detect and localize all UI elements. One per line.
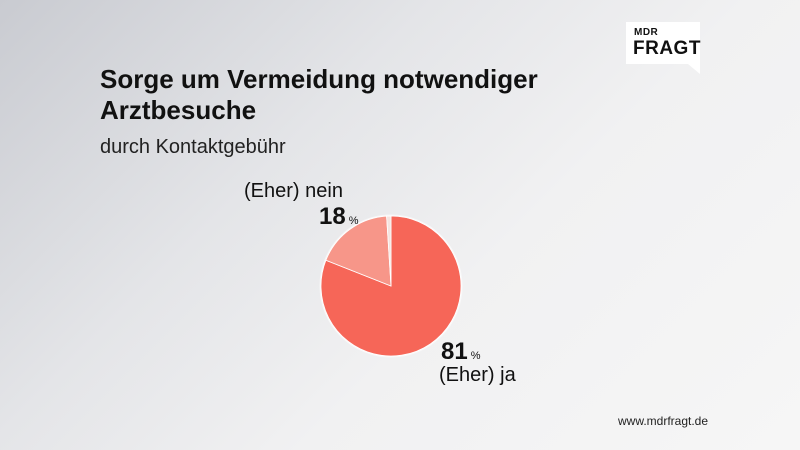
label-ja-text: (Eher) ja [439,364,516,386]
pie-slice-2 [325,215,392,287]
logo-fragt-text: FRAGT [633,38,701,59]
label-nein-name: (Eher) nein [244,180,343,203]
label-ja-unit: % [470,350,481,362]
label-ja-name: (Eher) ja [439,364,516,387]
label-ja-number: 81 [441,338,468,365]
label-nein-text: (Eher) nein [244,180,343,202]
label-nein-value: 18% [319,203,358,231]
label-nein-number: 18 [319,203,346,230]
footer-url: www.mdrfragt.de [618,414,709,428]
logo-mdr-text: MDR [634,27,659,38]
mdr-fragt-logo: MDR FRAGT [626,22,701,74]
label-ja-value: 81% [441,338,480,366]
label-nein-unit: % [348,215,359,227]
chart-subtitle: durch Kontaktgebühr [100,136,286,158]
pie-slice-3 [386,215,392,287]
chart-title: Sorge um Vermeidung notwendiger Arztbesu… [100,64,538,125]
